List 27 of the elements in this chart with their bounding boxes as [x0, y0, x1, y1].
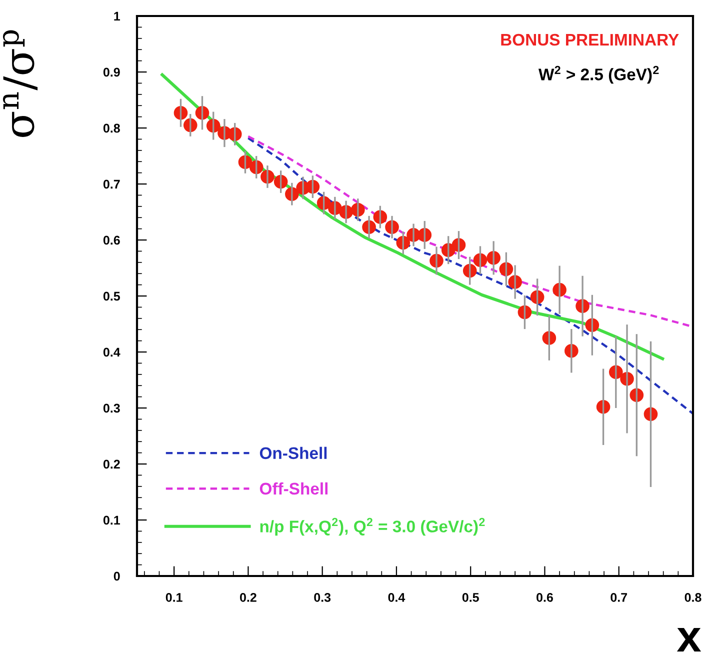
y-tick-label: 0.5 — [103, 292, 120, 301]
y-tick-label: 0.2 — [103, 460, 120, 469]
x-tick-label: 0.6 — [536, 592, 553, 602]
y-tick-label: 0.1 — [103, 516, 120, 525]
x-tick-label: 0.2 — [240, 592, 256, 602]
annotation: W$^{2}$ > 2.5 (GeV)$^{2}$ — [538, 66, 659, 84]
y-tick-label: 0.7 — [103, 180, 120, 189]
y-tick-label: 0 — [114, 572, 120, 581]
y-tick-label: 0.8 — [103, 124, 120, 133]
y-tick-label: 0.4 — [103, 348, 120, 357]
y-tick-label: 0.6 — [103, 236, 120, 245]
y-tick-label: 0.9 — [103, 68, 120, 77]
y-tick-label: 1 — [114, 12, 120, 21]
x-tick-label: 0.8 — [684, 592, 702, 602]
text: On-Shell — [260, 446, 327, 460]
x-tick-label: 0.4 — [388, 592, 406, 602]
y-axis-title: σ$^{n}$/σ$^{p}$ — [2, 30, 38, 137]
text: n/p F(x,Q$^{2}$), Q$^{2}$ = 3.0 (GeV/c)$^{2}$ — [260, 518, 485, 536]
x-tick-label: 0.5 — [462, 592, 479, 602]
x-tick-label: 0.3 — [314, 592, 331, 602]
x-axis-title: x — [676, 628, 702, 652]
x-tick-label: 0.1 — [166, 592, 182, 602]
x-tick-label: 0.7 — [610, 592, 628, 602]
annotation: BONUS PRELIMINARY — [501, 34, 679, 46]
y-tick-label: 0.3 — [103, 404, 120, 413]
line-series — [247, 136, 693, 415]
text: Off-Shell — [260, 482, 328, 495]
